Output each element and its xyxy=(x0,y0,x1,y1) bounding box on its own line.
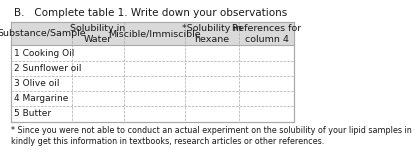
Text: References for
column 4: References for column 4 xyxy=(232,24,301,44)
Text: 1 Cooking Oil: 1 Cooking Oil xyxy=(14,49,74,58)
Text: 4 Margarine: 4 Margarine xyxy=(14,94,68,103)
FancyBboxPatch shape xyxy=(12,22,294,122)
Text: B.   Complete table 1. Write down your observations: B. Complete table 1. Write down your obs… xyxy=(15,8,288,18)
Text: * Since you were not able to conduct an actual experiment on the solubility of y: * Since you were not able to conduct an … xyxy=(12,126,415,146)
Text: *Solubility in
hexane: *Solubility in hexane xyxy=(182,24,242,44)
FancyBboxPatch shape xyxy=(12,22,294,45)
Text: 3 Olive oil: 3 Olive oil xyxy=(14,79,59,88)
Text: Miscible/Immiscible: Miscible/Immiscible xyxy=(108,29,200,38)
Text: Solubility in
Water: Solubility in Water xyxy=(71,24,126,44)
Text: Substance/Sample: Substance/Sample xyxy=(0,29,86,38)
Text: 2 Sunflower oil: 2 Sunflower oil xyxy=(14,64,81,73)
Text: 5 Butter: 5 Butter xyxy=(14,109,51,119)
